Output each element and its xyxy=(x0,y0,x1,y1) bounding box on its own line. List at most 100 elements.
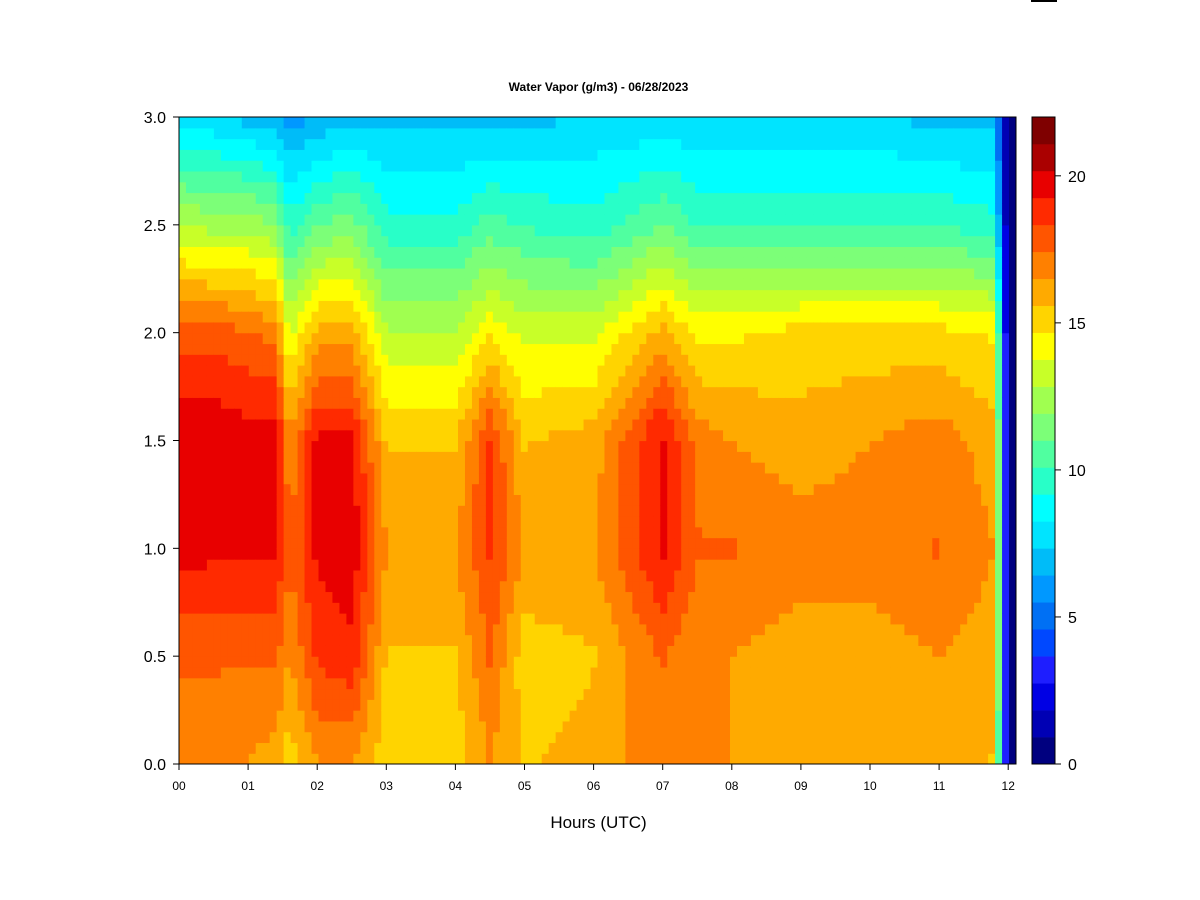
heatmap-cell xyxy=(227,181,236,194)
heatmap-cell xyxy=(681,257,689,269)
heatmap-cell xyxy=(757,613,766,625)
heatmap-cell xyxy=(360,117,368,129)
heatmap-cell xyxy=(227,192,236,204)
heatmap-cell xyxy=(653,515,661,528)
heatmap-cell xyxy=(220,623,229,636)
heatmap-cell xyxy=(402,483,410,496)
heatmap-cell xyxy=(213,311,222,323)
heatmap-cell xyxy=(381,354,389,366)
heatmap-cell xyxy=(737,203,745,215)
heatmap-cell xyxy=(185,645,194,657)
heatmap-cell xyxy=(743,246,752,258)
heatmap-cell xyxy=(346,666,354,679)
heatmap-cell xyxy=(611,591,620,603)
heatmap-cell xyxy=(206,418,215,431)
heatmap-cell xyxy=(730,710,738,722)
heatmap-cell xyxy=(695,613,703,625)
heatmap-cell xyxy=(304,278,313,291)
heatmap-cell xyxy=(562,203,571,215)
heatmap-cell xyxy=(332,677,341,690)
heatmap-cell xyxy=(709,440,717,452)
heatmap-cell xyxy=(639,591,647,603)
heatmap-cell xyxy=(388,645,396,657)
heatmap-cell xyxy=(381,569,389,582)
heatmap-cell xyxy=(688,580,696,593)
heatmap-cell xyxy=(199,192,208,204)
heatmap-cell xyxy=(520,666,529,679)
heatmap-cell xyxy=(423,613,431,625)
heatmap-cell xyxy=(667,699,675,711)
heatmap-cell xyxy=(430,267,438,280)
heatmap-cell xyxy=(527,580,536,593)
heatmap-cell xyxy=(569,332,578,345)
heatmap-cell xyxy=(702,483,710,496)
heatmap-cell xyxy=(332,569,341,582)
heatmap-cell xyxy=(562,623,571,636)
heatmap-cell xyxy=(213,246,222,258)
heatmap-cell xyxy=(534,699,543,711)
heatmap-cell xyxy=(611,408,620,420)
heatmap-cell xyxy=(269,418,278,431)
heatmap-cell xyxy=(339,332,347,345)
heatmap-cell xyxy=(234,300,243,312)
heatmap-cell xyxy=(227,214,236,226)
heatmap-cell xyxy=(653,246,661,258)
heatmap-cell xyxy=(688,494,696,506)
heatmap-cell xyxy=(332,656,341,668)
heatmap-cell xyxy=(297,688,306,700)
heatmap-cell xyxy=(513,656,522,668)
heatmap-cell xyxy=(653,440,661,452)
heatmap-cell xyxy=(262,300,271,312)
heatmap-cell xyxy=(388,699,396,711)
heatmap-cell xyxy=(367,494,375,506)
heatmap-cell xyxy=(241,160,250,172)
heatmap-cell xyxy=(248,429,257,442)
heatmap-cell xyxy=(506,548,515,560)
heatmap-cell xyxy=(353,462,361,474)
heatmap-cell xyxy=(730,257,738,269)
heatmap-cell xyxy=(750,731,759,744)
heatmap-cell xyxy=(437,138,445,150)
heatmap-cell xyxy=(569,688,578,700)
heatmap-cell xyxy=(248,181,257,194)
heatmap-cell xyxy=(667,127,675,140)
heatmap-cell xyxy=(674,569,682,582)
heatmap-cell xyxy=(416,505,424,517)
heatmap-cell xyxy=(597,235,606,247)
heatmap-cell xyxy=(451,365,459,377)
heatmap-cell xyxy=(276,548,285,560)
heatmap-cell xyxy=(611,289,620,301)
heatmap-cell xyxy=(492,699,501,711)
heatmap-cell xyxy=(262,753,271,764)
heatmap-cell xyxy=(492,666,501,679)
heatmap-cell xyxy=(367,192,375,204)
heatmap-cell xyxy=(597,429,606,442)
heatmap-cell xyxy=(478,235,487,247)
heatmap-cell xyxy=(576,332,585,345)
heatmap-cell xyxy=(395,386,403,398)
heatmap-cell xyxy=(632,149,640,161)
heatmap-cell xyxy=(353,278,361,291)
heatmap-cell xyxy=(485,569,494,582)
heatmap-cell xyxy=(227,246,236,258)
heatmap-cell xyxy=(716,246,724,258)
heatmap-cell xyxy=(471,472,480,485)
heatmap-cell xyxy=(353,666,361,679)
heatmap-cell xyxy=(611,742,620,754)
heatmap-cell xyxy=(534,224,543,237)
heatmap-cell xyxy=(583,354,592,366)
heatmap-cell xyxy=(179,332,187,345)
heatmap-cell xyxy=(360,515,368,528)
heatmap-cell xyxy=(639,235,647,247)
heatmap-cell xyxy=(639,321,647,334)
heatmap-cell xyxy=(485,235,494,247)
heatmap-cell xyxy=(471,418,480,431)
heatmap-cell xyxy=(234,138,243,150)
heatmap-cell xyxy=(430,753,438,764)
heatmap-cell xyxy=(527,656,536,668)
heatmap-cell xyxy=(681,235,689,247)
heatmap-cell xyxy=(527,451,536,463)
heatmap-cell xyxy=(409,149,417,161)
heatmap-cell xyxy=(458,569,466,582)
heatmap-cell xyxy=(743,742,752,754)
